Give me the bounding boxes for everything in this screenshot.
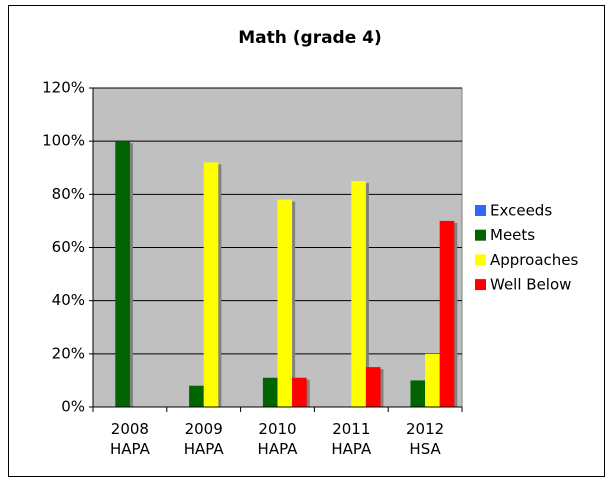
bar [351, 181, 366, 407]
legend-label: Well Below [490, 276, 571, 294]
y-tick-label: 20% [52, 344, 85, 362]
y-tick-label: 100% [42, 132, 85, 150]
legend-swatch [475, 254, 486, 266]
x-tick-label: 2011 HAPA [331, 420, 372, 458]
y-tick-label: 120% [42, 79, 85, 97]
y-tick-label: 60% [52, 238, 85, 256]
legend-label: Exceeds [490, 202, 552, 220]
legend-label: Approaches [490, 251, 578, 269]
x-tick-label: 2009 HAPA [184, 420, 225, 458]
y-tick-label: 0% [61, 398, 85, 416]
y-tick-label: 80% [52, 185, 85, 203]
bar [189, 385, 204, 407]
bar [262, 377, 278, 407]
bar [115, 141, 130, 407]
x-tick-label: 2010 HAPA [258, 420, 299, 458]
chart-title: Math (grade 4) [238, 28, 382, 48]
legend-swatch [475, 229, 486, 241]
bar [277, 199, 293, 407]
bar [292, 377, 307, 407]
bar [425, 353, 440, 407]
bar [365, 367, 381, 407]
bar [203, 162, 219, 407]
x-tick-label: 2008 HAPA [110, 420, 151, 458]
legend-swatch [475, 205, 486, 216]
legend-swatch [475, 279, 486, 291]
bar [439, 220, 455, 407]
y-tick-label: 40% [52, 291, 85, 309]
x-tick-label: 2012 HSA [406, 420, 444, 458]
legend-label: Meets [490, 226, 535, 244]
bar [410, 380, 426, 407]
